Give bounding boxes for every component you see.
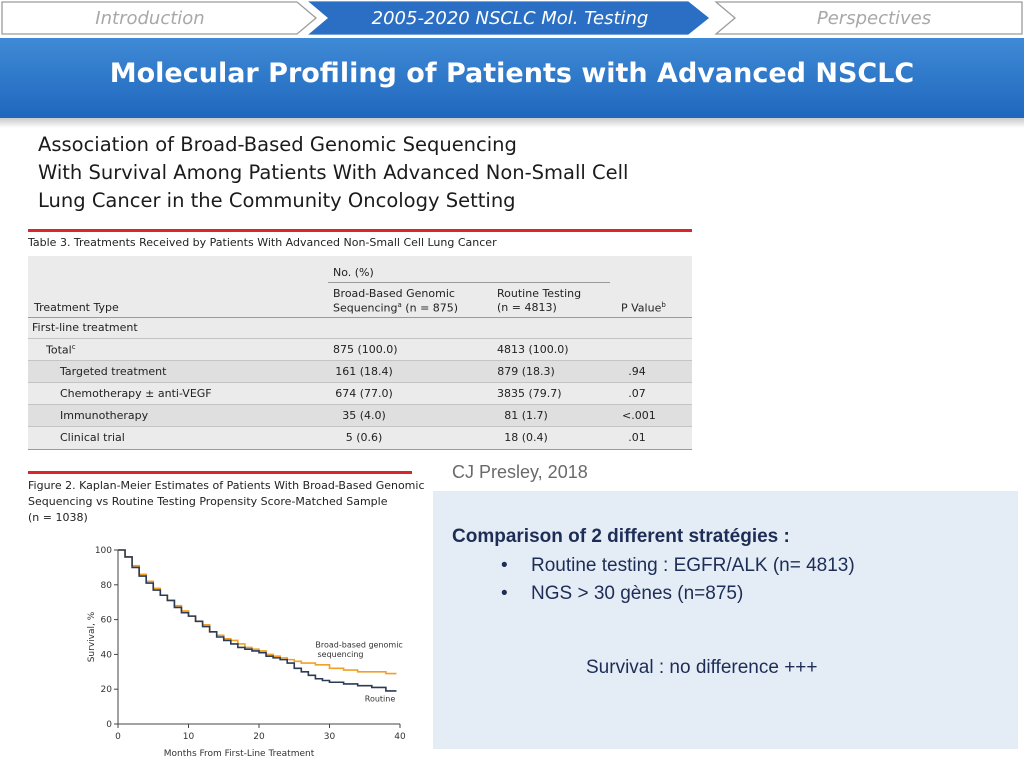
row-bbgs: 35 (4.0) [342,409,386,422]
nav-step-perspectives[interactable]: Perspectives [816,7,932,29]
col-header-routine-line2: (n = 4813) [497,301,557,314]
figure-caption: Figure 2. Kaplan-Meier Estimates of Pati… [28,478,428,526]
row-routine: 3835 (79.7) [497,387,562,400]
bullet-item: • Routine testing : EGFR/ALK (n= 4813) [501,555,855,576]
table-top-rule [28,229,692,232]
col-header-p-value: P Valueb [621,301,666,315]
y-tick-label: 20 [101,685,113,695]
kaplan-meier-chart: 0 20 40 60 80 100 0 10 20 30 40 Months From First-L… [87,546,406,759]
paper-title-line: With Survival Among Patients With Advanc… [38,161,629,184]
header-rule [28,317,692,318]
treatments-table: No. (%) Broad-Based Genomic Sequencinga … [28,256,692,450]
y-tick-label: 40 [101,650,113,660]
y-axis-label: Survival, % [87,611,97,662]
y-tick-label: 60 [101,616,113,626]
figure-caption-line: Figure 2. Kaplan-Meier Estimates of Pati… [28,479,425,492]
row-bbgs: 674 (77.0) [335,387,393,400]
citation: CJ Presley, 2018 [452,462,588,482]
row-label: Immunotherapy [60,409,149,422]
total-label: Totalc [46,343,76,357]
series-line-broad-based [118,549,397,675]
col-header-bbgs-line2: Sequencinga (n = 875) [333,301,459,315]
row-label: Targeted treatment [60,365,167,378]
row-p: .94 [628,365,646,378]
y-tick-label: 0 [106,720,112,730]
bullet-icon: • [501,583,508,604]
x-tick-label: 40 [394,732,406,742]
row-label: Clinical trial [60,431,125,444]
title-banner: Molecular Profiling of Patients with Adv… [0,38,1024,118]
row-bbgs: 161 (18.4) [335,365,393,378]
paper-title-line: Association of Broad-Based Genomic Seque… [38,133,517,156]
table-row [28,361,692,383]
x-tick-label: 20 [253,732,265,742]
row-routine: 81 (1.7) [504,409,548,422]
group-rule [328,282,610,283]
paper-title: Association of Broad-Based Genomic Seque… [38,131,698,215]
total-routine: 4813 (100.0) [497,343,569,356]
table-group-header: No. (%) [333,266,374,279]
series-label-broad-based-line2: sequencing [318,650,364,659]
breadcrumb-arrows [1,1,1023,35]
breadcrumb: Introduction 2005-2020 NSCLC Mol. Testin… [0,0,1024,38]
row-p: <.001 [622,409,656,422]
nav-step-introduction[interactable]: Introduction [95,7,205,29]
x-tick-label: 30 [324,732,336,742]
figure-top-rule [28,471,412,474]
series-label-routine: Routine [365,694,396,703]
row-p: .01 [628,431,646,444]
banner-shadow [0,118,1024,128]
bullet-icon: • [501,555,508,576]
x-axis-label: Months From First-Line Treatment [164,749,315,759]
row-bbgs: 5 (0.6) [345,431,383,444]
figure-caption-line: (n = 1038) [28,511,88,524]
row-routine: 879 (18.3) [497,365,555,378]
table-row [28,405,692,427]
slide-title: Molecular Profiling of Patients with Adv… [109,58,915,89]
y-tick-label: 100 [95,546,112,556]
table-row [28,427,692,449]
table-row [28,383,692,405]
col-header-bbgs-line1: Broad-Based Genomic [333,287,455,300]
nav-step-nsclc-testing[interactable]: 2005-2020 NSCLC Mol. Testing [371,7,649,29]
comparison-heading: Comparison of 2 different stratégies : [452,526,790,547]
total-bbgs: 875 (100.0) [333,343,398,356]
row-p: .07 [628,387,646,400]
comparison-footer: Survival : no difference +++ [586,657,818,678]
figure-caption-line: Sequencing vs Routine Testing Propensity… [28,495,388,508]
col-header-treatment-type: Treatment Type [34,301,119,314]
series-label-broad-based: Broad-based genomic [315,640,402,649]
x-tick-label: 10 [183,732,195,742]
y-tick-label: 80 [101,581,113,591]
row-routine: 18 (0.4) [504,431,548,444]
series-line-routine [118,549,397,692]
table-caption: Table 3. Treatments Received by Patients… [28,236,497,249]
comparison-box: Comparison of 2 different stratégies : •… [433,491,1018,749]
x-tick-label: 0 [115,732,121,742]
paper-title-line: Lung Cancer in the Community Oncology Se… [38,189,516,212]
row-label: Chemotherapy ± anti-VEGF [60,387,212,400]
bullet-item: • NGS > 30 gènes (n=875) [501,583,744,604]
col-header-routine-line1: Routine Testing [497,287,582,300]
section-first-line: First-line treatment [32,321,138,334]
